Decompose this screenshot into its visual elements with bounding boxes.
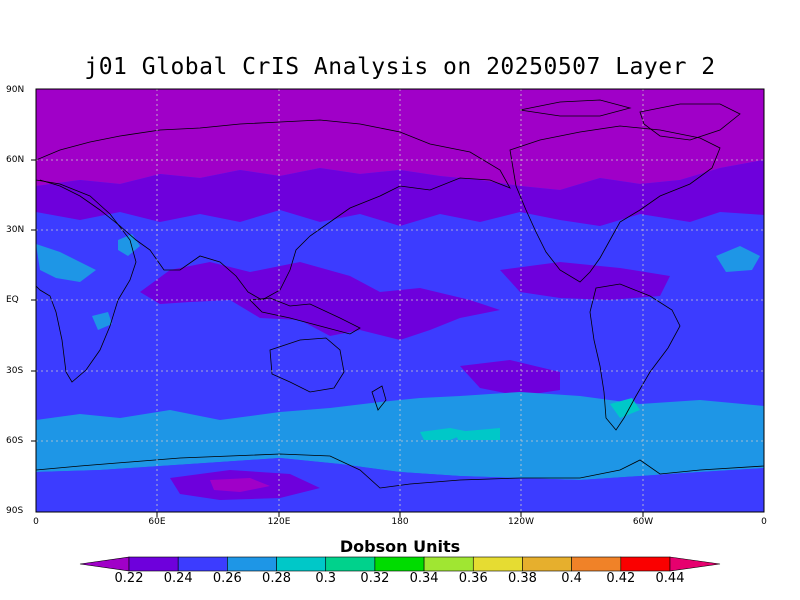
- colorbar-box: [177, 556, 228, 572]
- colorbar: [79, 556, 721, 572]
- colorbar-box: [276, 556, 327, 572]
- map-title: j01 Global CrIS Analysis on 20250507 Lay…: [84, 54, 716, 80]
- colorbar-box: [522, 556, 572, 572]
- field-cyan-patch-2: [36, 244, 96, 282]
- lon-label-180: 180: [391, 517, 409, 527]
- lat-label-60n: 60N: [6, 155, 25, 165]
- field-cyan-patch-3: [716, 246, 760, 272]
- colorbar-tick-label: 0.24: [163, 571, 193, 586]
- coast-africa: [36, 179, 137, 383]
- lat-label-90s: 90S: [6, 506, 24, 516]
- field-antarctic-magenta: [210, 478, 270, 492]
- colorbar-tick-label: 0.38: [507, 571, 537, 586]
- field-cyan-patch-7: [455, 428, 500, 440]
- colorbar-tick-label: 0.22: [114, 571, 144, 586]
- field-cyan-patch-4: [92, 312, 112, 330]
- field-cyan-patch-1: [118, 234, 140, 256]
- colorbar-tick-label: 0.3: [315, 571, 337, 586]
- field-pacific-band: [500, 262, 670, 300]
- field-south-patch: [460, 360, 560, 396]
- coast-antarctica: [36, 453, 764, 489]
- colorbar-tick-label: 0.34: [409, 571, 439, 586]
- coast-greenland: [639, 103, 741, 141]
- colorbar-tick-label: 0.26: [212, 571, 242, 586]
- coast-north-america: [509, 125, 721, 283]
- field-tropical-band: [140, 262, 500, 340]
- colorbar-box: [128, 556, 179, 572]
- colorbar-tick-label: 0.36: [458, 571, 488, 586]
- lat-label-30n: 30N: [6, 225, 25, 235]
- lon-label-60e: 60E: [148, 517, 166, 527]
- colorbar-box: [472, 556, 523, 572]
- colorbar-arrow-low: [79, 556, 130, 572]
- coast-arctic-islands: [519, 99, 632, 117]
- coast-south-america: [589, 283, 681, 431]
- coast-australia: [269, 337, 345, 393]
- coast-new-zealand: [371, 385, 387, 411]
- colorbar-title: Dobson Units: [339, 537, 461, 556]
- colorbar-box: [227, 556, 277, 572]
- colorbar-box: [620, 556, 671, 572]
- lon-label-120w: 120W: [507, 517, 535, 527]
- lon-label-120e: 120E: [267, 517, 291, 527]
- lon-label-60w: 60W: [632, 517, 654, 527]
- lat-label-60s: 60S: [6, 436, 24, 446]
- colorbar-tick-label: 0.42: [606, 571, 636, 586]
- lon-label-0: 0: [33, 517, 39, 527]
- field-north-midlat: [36, 160, 764, 226]
- gridlines: [36, 89, 764, 512]
- colorbar-box: [423, 556, 474, 572]
- lon-label-0-end: 0: [761, 517, 767, 527]
- colorbar-tick-label: 0.44: [655, 571, 685, 586]
- axis-ticks: [31, 159, 644, 517]
- colorbar-tick-label: 0.32: [360, 571, 390, 586]
- colorbar-tick-label: 0.28: [262, 571, 291, 586]
- colorbar-tick-label: 0.4: [561, 571, 582, 586]
- lat-label-eq: EQ: [6, 295, 19, 305]
- colorbar-box: [571, 556, 622, 572]
- colorbar-arrow-high: [669, 556, 721, 572]
- colorbar-box: [325, 556, 376, 572]
- coast-indonesia: [249, 297, 361, 335]
- lat-label-90n: 90N: [6, 85, 25, 95]
- colorbar-box: [374, 556, 425, 572]
- lat-label-30s: 30S: [6, 366, 24, 376]
